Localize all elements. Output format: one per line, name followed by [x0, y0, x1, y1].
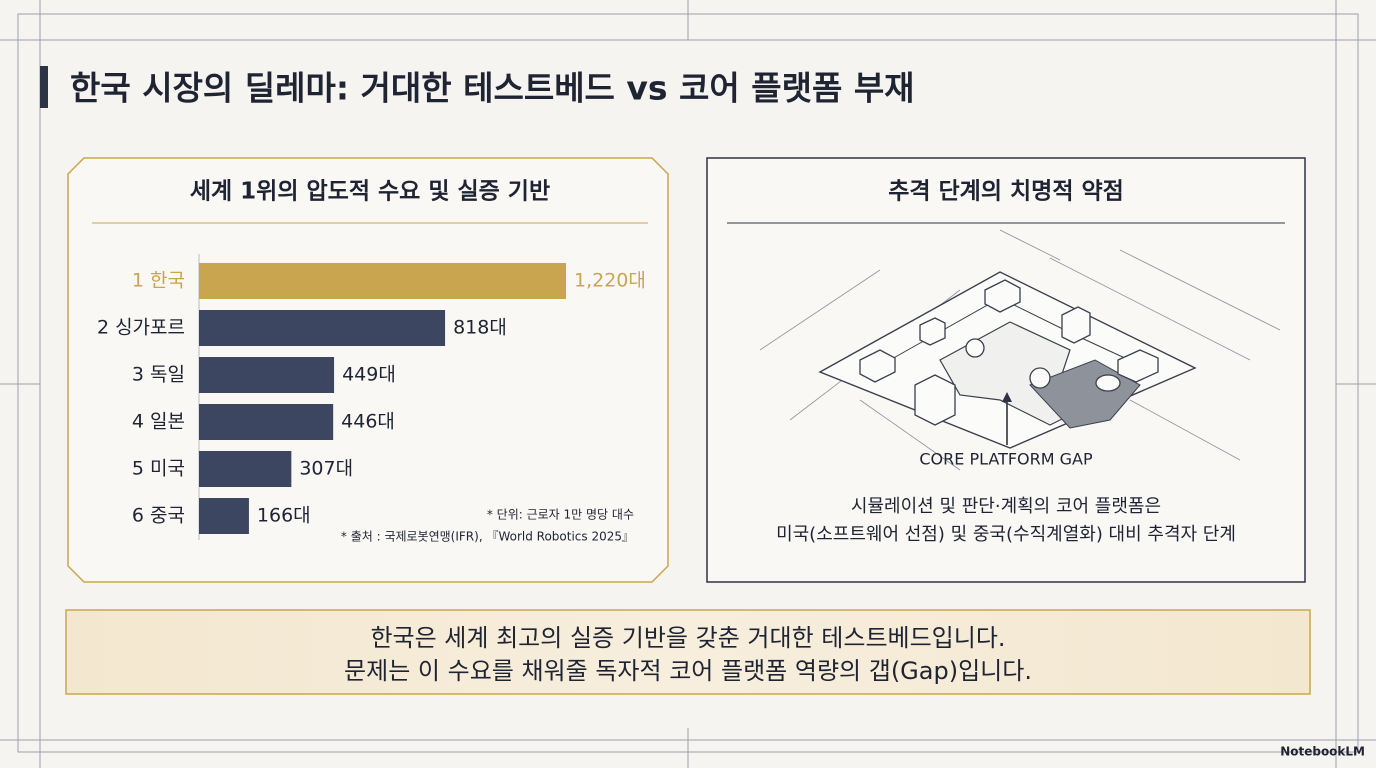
bar	[199, 451, 292, 487]
platform-diagram	[759, 229, 1281, 471]
caption: 시뮬레이션 및 판단·계획의 코어 플랫폼은	[851, 496, 1161, 517]
diagram-label: CORE PLATFORM GAP	[919, 450, 1093, 469]
value-label: 307대	[299, 458, 353, 480]
slide-title: 한국 시장의 딜레마: 거대한 테스트베드 vs 코어 플랫폼 부재	[70, 69, 915, 108]
category-label: 2 싱가포르	[97, 317, 185, 339]
value-label: 166대	[257, 505, 311, 527]
conclusion-line: 문제는 이 수요를 채워줄 독자적 코어 플랫폼 역량의 갭(Gap)입니다.	[344, 657, 1032, 685]
bar-chart: 1 한국 1,220대 2 싱가포르 818대 3 독일 449대 4 일본 446대 5 미국…	[97, 263, 646, 534]
bar	[199, 357, 335, 393]
chart-note: * 단위: 근로자 1만 명당 대수	[487, 508, 634, 522]
chart-note: * 출처 : 국제로봇연맹(IFR), 『World Robotics 2025…	[341, 530, 634, 544]
value-label: 446대	[341, 411, 395, 433]
conclusion-box	[65, 609, 1311, 695]
brand: NotebookLM	[1280, 745, 1365, 759]
category-label: 6 중국	[132, 505, 185, 527]
value-label: 449대	[342, 364, 396, 386]
value-label: 1,220대	[574, 270, 646, 292]
bar	[199, 263, 566, 299]
title-accent	[40, 66, 48, 108]
category-label: 1 한국	[132, 270, 185, 292]
panel-title: 세계 1위의 압도적 수요 및 실증 기반	[190, 179, 550, 205]
category-label: 3 독일	[132, 364, 185, 386]
bar	[199, 498, 249, 534]
category-label: 4 일본	[132, 411, 185, 433]
caption: 미국(소프트웨어 선점) 및 중국(수직계열화) 대비 추격자 단계	[776, 524, 1236, 545]
value-label: 818대	[453, 317, 507, 339]
bar	[199, 404, 334, 440]
bar	[199, 310, 446, 346]
panel-title: 추격 단계의 치명적 약점	[888, 179, 1124, 205]
category-label: 5 미국	[132, 458, 185, 480]
conclusion-line: 한국은 세계 최고의 실증 기반을 갖춘 거대한 테스트베드입니다.	[370, 624, 1005, 652]
